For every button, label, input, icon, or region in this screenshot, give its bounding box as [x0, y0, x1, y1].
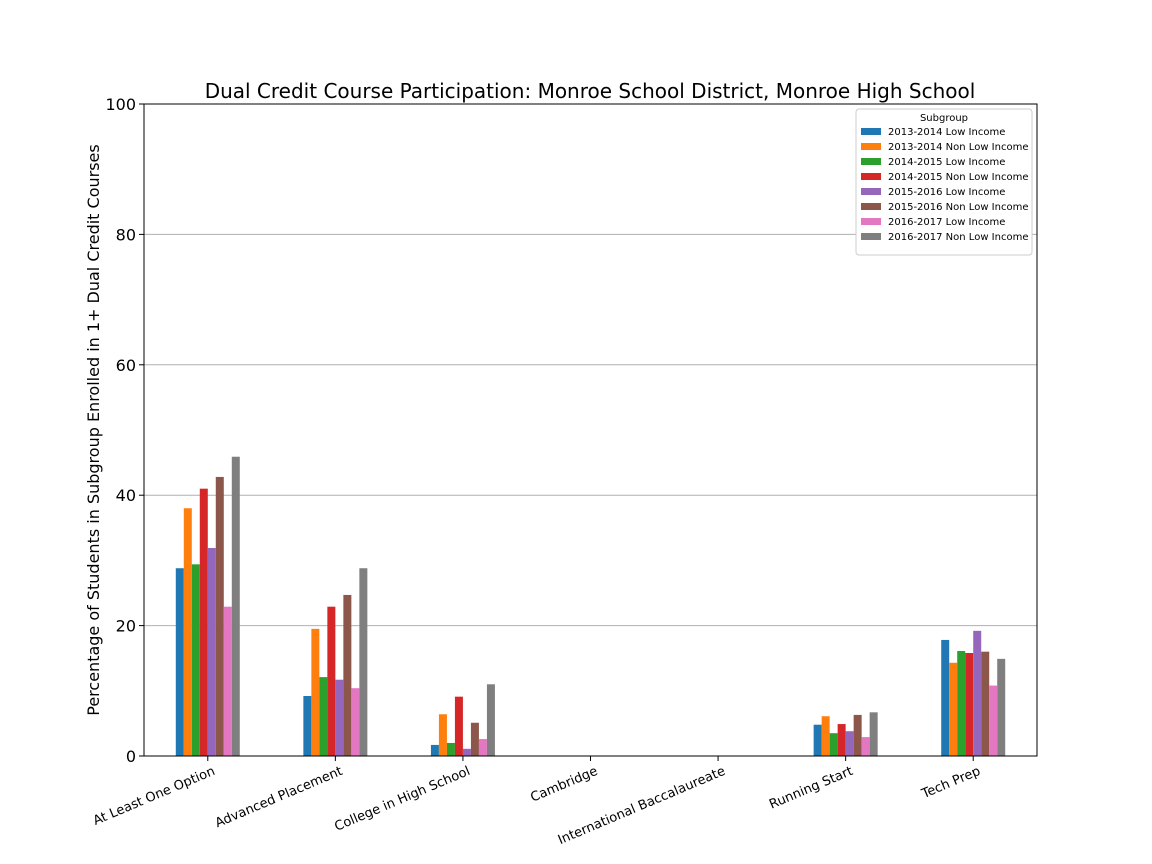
bar-2013-2014-non-low-income-5: [821, 716, 830, 756]
plot-frame: [143, 103, 1038, 757]
bar-2016-2017-non-low-income-5: [869, 712, 878, 756]
bar-2016-2017-non-low-income-0: [231, 456, 240, 756]
axes: [139, 103, 1038, 761]
bar-2014-2015-low-income-5: [829, 733, 838, 756]
bar-2015-2016-non-low-income-1: [343, 594, 352, 756]
legend-entry: 2016-2017 Low Income: [888, 217, 1005, 228]
bar-2013-2014-low-income-1: [303, 696, 312, 756]
bar-2013-2014-low-income-6: [941, 639, 950, 756]
bar-2013-2014-non-low-income-6: [949, 662, 958, 756]
x-tick-label: Advanced Placement: [213, 764, 345, 831]
bar-2014-2015-non-low-income-5: [837, 724, 846, 756]
bar-2013-2014-low-income-2: [430, 744, 439, 756]
x-tick-label: Cambridge: [528, 764, 600, 806]
bar-2014-2015-low-income-0: [191, 564, 200, 756]
legend: Subgroup 2013-2014 Low Income 2013-2014 No…: [855, 108, 1033, 256]
legend-entry: 2015-2016 Non Low Income: [888, 202, 1028, 213]
bar-2015-2016-low-income-6: [973, 630, 982, 756]
legend-entry: 2016-2017 Non Low Income: [888, 232, 1028, 243]
bar-2013-2014-low-income-0: [175, 568, 184, 756]
legend-swatch: [861, 158, 881, 165]
legend-entry: 2014-2015 Low Income: [888, 157, 1005, 168]
bar-2014-2015-low-income-1: [319, 677, 328, 756]
legend-entry: 2014-2015 Non Low Income: [888, 172, 1028, 183]
legend-entry: 2015-2016 Low Income: [888, 187, 1005, 198]
gridlines: [144, 233, 1037, 627]
legend-box: [855, 108, 1033, 256]
bar-2015-2016-low-income-1: [335, 679, 344, 756]
bar-2014-2015-low-income-2: [446, 742, 455, 756]
legend-swatch: [861, 173, 881, 180]
bar-2013-2014-non-low-income-0: [183, 508, 192, 756]
bar-2013-2014-non-low-income-2: [438, 714, 447, 756]
bar-2015-2016-low-income-0: [207, 548, 216, 756]
bar-2014-2015-non-low-income-6: [965, 652, 974, 756]
y-axis-label: Percentage of Students in Subgroup Enrol…: [84, 144, 103, 715]
bar-2016-2017-low-income-0: [223, 606, 232, 756]
bar-2015-2016-low-income-5: [845, 731, 854, 756]
legend-title: Subgroup: [920, 113, 968, 124]
legend-swatch: [861, 233, 881, 240]
bar-2015-2016-non-low-income-2: [470, 722, 479, 756]
bar-2016-2017-low-income-2: [478, 739, 487, 756]
bars: [175, 456, 1006, 756]
legend-swatch: [861, 143, 881, 150]
x-tick-label: Tech Prep: [919, 764, 983, 802]
legend-swatch: [861, 203, 881, 210]
legend-swatch: [861, 188, 881, 195]
legend-swatch: [861, 218, 881, 225]
bar-2016-2017-low-income-5: [861, 737, 870, 756]
legend-entry: 2013-2014 Non Low Income: [888, 142, 1028, 153]
y-tick-label: 60: [116, 356, 136, 375]
y-tick-label: 0: [126, 747, 136, 766]
bar-2014-2015-non-low-income-1: [327, 606, 336, 756]
bar-2016-2017-non-low-income-2: [486, 684, 495, 756]
bar-2015-2016-non-low-income-6: [981, 651, 990, 756]
bar-2016-2017-low-income-1: [351, 688, 360, 756]
x-tick-label: At Least One Option: [91, 764, 217, 829]
y-tick-label: 20: [116, 617, 136, 636]
bar-2016-2017-non-low-income-6: [997, 658, 1006, 756]
bar-2015-2016-low-income-2: [462, 748, 471, 756]
y-tick-label: 100: [105, 95, 136, 114]
bar-2015-2016-non-low-income-5: [853, 714, 862, 756]
legend-swatch: [861, 128, 881, 135]
x-tick-label: Running Start: [767, 764, 855, 813]
legend-entry: 2013-2014 Low Income: [888, 127, 1005, 138]
bar-2014-2015-non-low-income-0: [199, 488, 208, 756]
y-tick-label: 40: [116, 486, 136, 505]
y-tick-label: 80: [116, 225, 136, 244]
x-tick-label: College in High School: [332, 764, 472, 835]
bar-2013-2014-non-low-income-1: [311, 628, 320, 756]
chart-title: Dual Credit Course Participation: Monroe…: [205, 79, 976, 103]
bar-2016-2017-low-income-6: [989, 685, 998, 756]
bar-2015-2016-non-low-income-0: [215, 476, 224, 756]
bar-2013-2014-low-income-5: [813, 724, 822, 756]
bar-2014-2015-low-income-6: [957, 651, 966, 756]
bar-2014-2015-non-low-income-2: [454, 696, 463, 756]
bar-2016-2017-non-low-income-1: [359, 568, 368, 756]
